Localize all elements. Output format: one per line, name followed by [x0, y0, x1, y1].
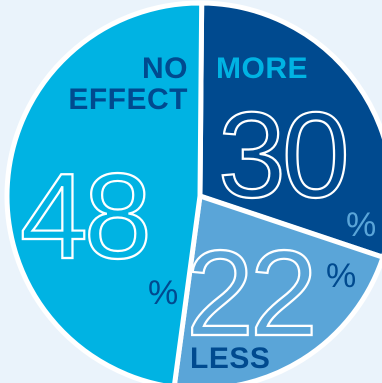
slice-label-less: LESS: [190, 342, 270, 375]
pie-outline: [5, 1, 382, 383]
slice-value-no-effect: 48: [20, 148, 148, 284]
slice-label-no-effect-line2: EFFECT: [68, 83, 188, 116]
slice-unit-less: %: [326, 257, 356, 295]
pie-slices: [4, 0, 382, 383]
slice-value-more: 30: [218, 87, 346, 223]
slice-label-no-effect-line1: NO: [142, 52, 188, 85]
slice-label-more: MORE: [216, 52, 308, 85]
slice-unit-no-effect: %: [148, 274, 178, 312]
slice-unit-more: %: [346, 206, 376, 244]
slice-value-less: 22: [186, 225, 314, 361]
